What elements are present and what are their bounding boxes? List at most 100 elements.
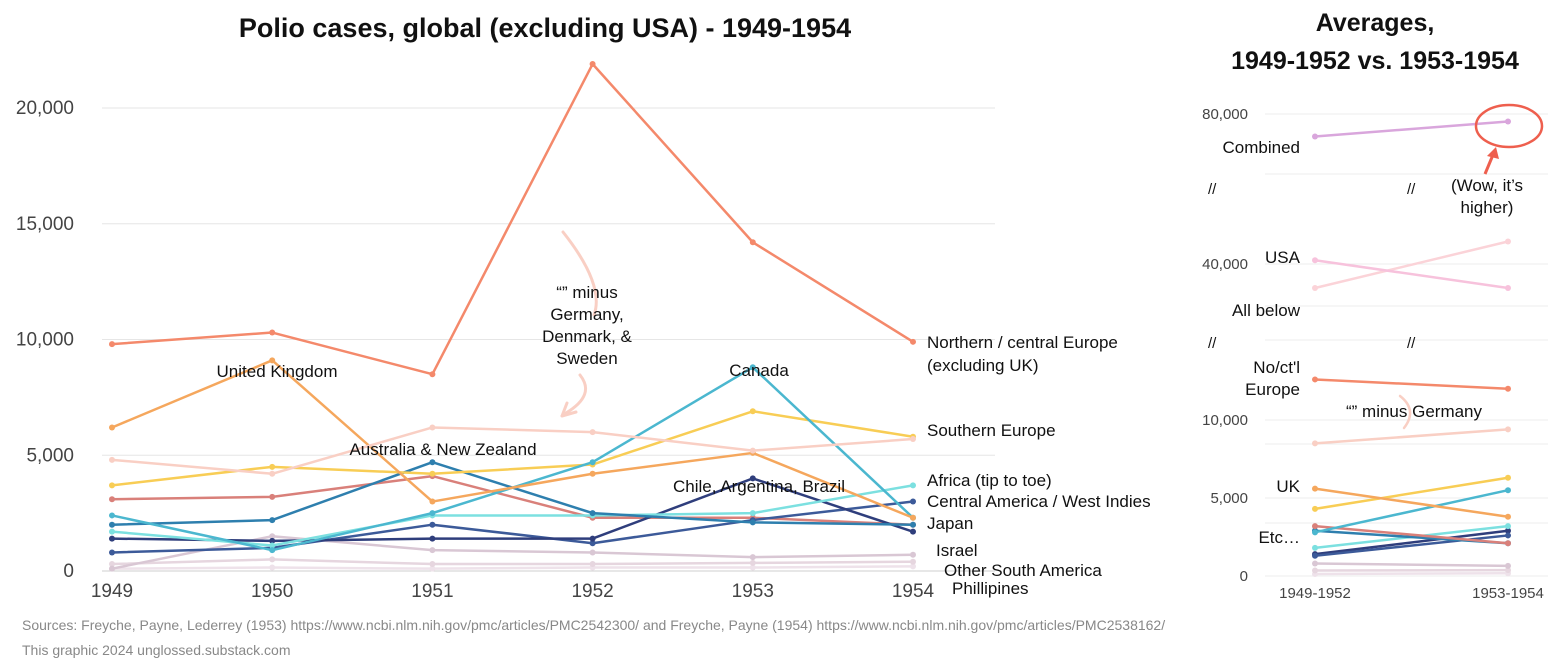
main-data-point [429, 459, 436, 466]
main-series-line [109, 563, 916, 572]
avg-data-point [1312, 133, 1318, 140]
avg-data-point [1505, 285, 1511, 291]
main-data-point [749, 519, 756, 526]
main-data-point [749, 554, 756, 561]
main-data-point [269, 547, 276, 554]
main-data-point [269, 493, 276, 500]
main-x-tick-label: 1949 [91, 581, 133, 602]
avg-label-nocentral-1: No/ct'l [1253, 358, 1300, 377]
avg-label-etc: Etc… [1258, 528, 1300, 547]
avg-series-line [1312, 567, 1511, 574]
avg-data-point [1312, 485, 1318, 492]
main-series-line [109, 424, 916, 477]
main-x-ticks: 1949 1950 1951 1952 1953 1954 [91, 581, 935, 602]
avg-data-point [1505, 540, 1511, 547]
main-data-point [269, 463, 276, 470]
averages-title-line1: Averages, [1316, 9, 1435, 37]
main-data-point [910, 551, 916, 558]
main-data-point [589, 561, 596, 568]
main-series-path [111, 359, 914, 519]
main-data-point [269, 517, 276, 524]
main-series-line [109, 408, 916, 489]
main-y-tick-label: 10,000 [16, 330, 74, 351]
label-aus: Australia & New Zealand [349, 440, 536, 459]
avg-label-uk: UK [1276, 477, 1300, 496]
main-series-labels: Northern / central Europe (excluding UK)… [217, 283, 1151, 598]
main-data-point [269, 537, 276, 544]
avg-data-point [1505, 562, 1511, 569]
main-series-path [111, 426, 914, 476]
main-data-point [429, 561, 436, 568]
label-north-line2: (excluding UK) [927, 356, 1039, 375]
main-data-point [910, 521, 916, 528]
avg-data-point [1505, 567, 1511, 574]
avg-data-point [1505, 385, 1511, 392]
averages-gridlines [1265, 113, 1548, 577]
avg-data-point [1505, 523, 1511, 530]
annotation-line2: higher) [1461, 198, 1514, 217]
averages-series [1312, 118, 1511, 577]
main-data-point [749, 510, 756, 517]
avg-label-all-below: All below [1232, 301, 1301, 320]
main-data-point [589, 470, 596, 477]
avg-y-tick-label: 5,000 [1210, 490, 1248, 507]
avg-label-minus-germany: “” minus Germany [1346, 402, 1483, 421]
avg-series-line [1312, 532, 1511, 559]
main-series-line [109, 475, 916, 544]
main-data-point [109, 496, 115, 503]
avg-x-tick-label: 1949-1952 [1279, 585, 1351, 602]
avg-data-point [1312, 560, 1318, 567]
label-minus-line4: Sweden [556, 349, 617, 368]
main-data-point [429, 510, 436, 517]
averages-annotation: (Wow, it’s higher) [1398, 103, 1544, 430]
main-data-point [749, 239, 756, 246]
avg-data-point [1312, 523, 1318, 530]
avg-label-combined: Combined [1223, 138, 1301, 157]
label-southern: Southern Europe [927, 421, 1056, 440]
label-israel: Israel [936, 541, 978, 560]
avg-series-line [1312, 257, 1511, 291]
main-data-point [589, 549, 596, 556]
avg-data-point [1312, 552, 1318, 559]
main-series-path [111, 477, 914, 543]
main-x-tick-label: 1952 [571, 581, 613, 602]
avg-series-line [1312, 485, 1511, 520]
main-series-path [111, 62, 914, 376]
main-x-tick-label: 1951 [411, 581, 453, 602]
label-phil: Phillipines [952, 579, 1029, 598]
main-series-path [111, 500, 914, 554]
avg-data-point [1312, 440, 1318, 447]
averages-chart: Averages, 1949-1952 vs. 1953-1954 0 5,000… [1202, 9, 1548, 602]
avg-y-tick-label: 80,000 [1202, 106, 1248, 123]
main-data-point [109, 561, 115, 568]
main-annotation-arrow [560, 230, 598, 418]
avg-data-point [1505, 487, 1511, 494]
avg-data-point [1312, 567, 1318, 574]
main-data-point [429, 424, 436, 431]
break-mark-2a: // [1208, 335, 1217, 352]
avg-series-line [1312, 426, 1511, 447]
main-chart-title: Polio cases, global (excluding USA) - 19… [239, 13, 851, 43]
avg-series-path [1314, 240, 1509, 290]
footer-credit: This graphic 2024 unglossed.substack.com [22, 642, 291, 658]
main-data-point [910, 482, 916, 489]
footer-sources: Sources: Freyche, Payne, Lederrey (1953)… [22, 617, 1166, 633]
label-north-line1: Northern / central Europe [927, 333, 1118, 352]
main-data-point [429, 498, 436, 505]
avg-series-path [1314, 488, 1509, 534]
avg-data-point [1312, 505, 1318, 512]
main-data-point [429, 547, 436, 554]
avg-series-line [1312, 523, 1511, 547]
avg-data-point [1505, 238, 1511, 245]
avg-series-path [1314, 529, 1509, 556]
main-data-point [749, 564, 756, 571]
label-uk: United Kingdom [217, 362, 338, 381]
main-data-point [269, 542, 276, 549]
main-data-point [749, 447, 756, 454]
main-y-tick-label: 0 [63, 561, 74, 582]
main-data-point [429, 565, 436, 572]
avg-series-path [1314, 378, 1509, 391]
averages-title-line2: 1949-1952 vs. 1953-1954 [1231, 47, 1519, 75]
avg-data-point [1505, 532, 1511, 539]
main-data-point [749, 408, 756, 415]
